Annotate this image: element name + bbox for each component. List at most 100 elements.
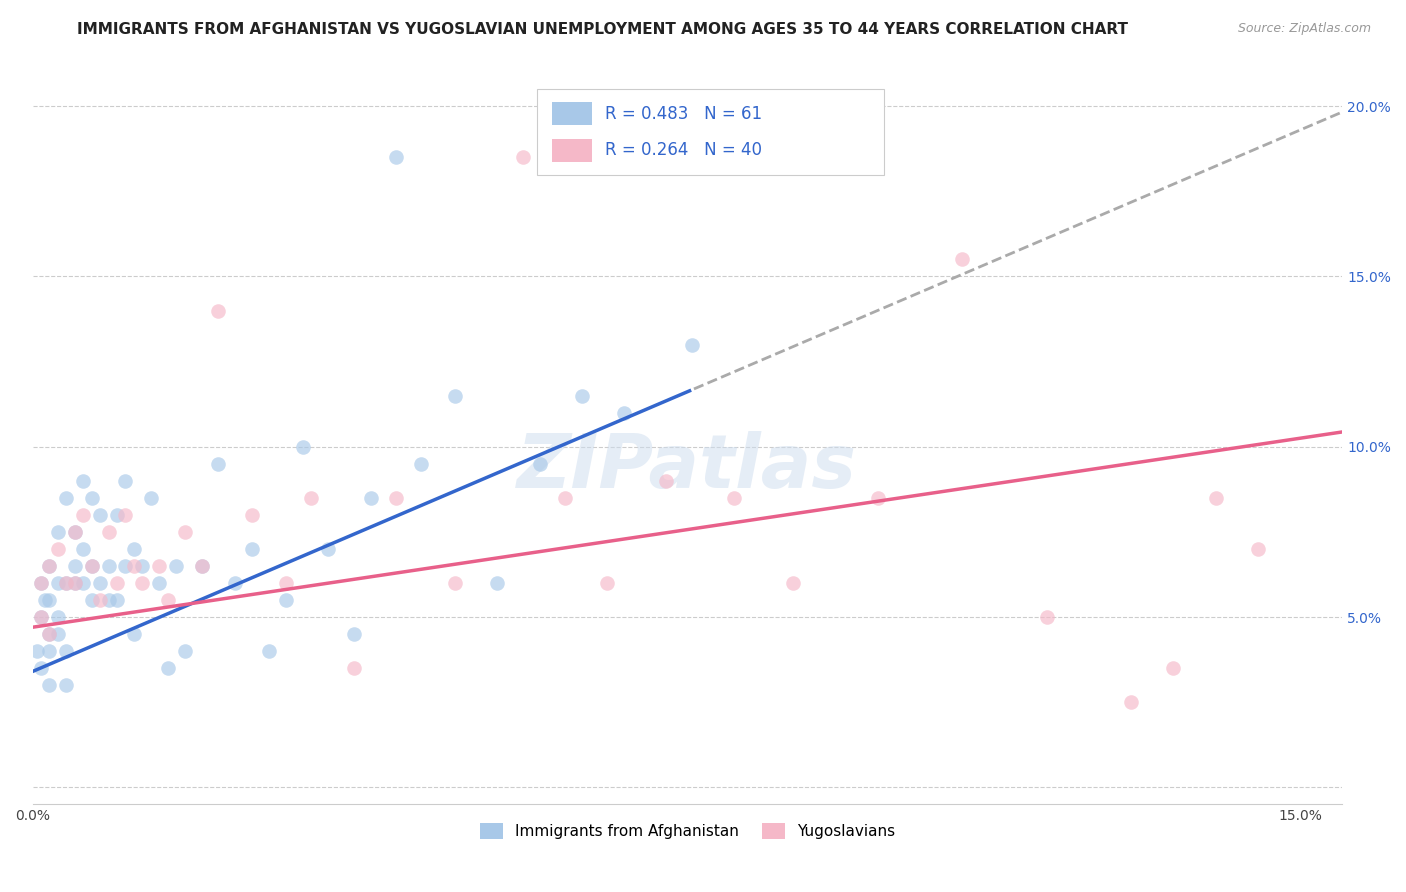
Point — [114, 558, 136, 573]
Point — [30, 661, 52, 675]
Point — [89, 576, 111, 591]
Point — [30, 576, 52, 591]
Point — [257, 644, 280, 658]
Point — [72, 508, 94, 522]
Point — [173, 644, 195, 658]
Point — [782, 576, 804, 591]
Point — [274, 576, 297, 591]
Point — [63, 524, 86, 539]
Point — [1247, 541, 1270, 556]
Point — [38, 558, 60, 573]
Point — [38, 558, 60, 573]
Point — [571, 389, 593, 403]
Point — [38, 644, 60, 658]
Point — [1205, 491, 1227, 505]
Point — [224, 576, 246, 591]
Point — [97, 524, 120, 539]
Text: R = 0.264   N = 40: R = 0.264 N = 40 — [605, 141, 762, 160]
Point — [30, 610, 52, 624]
Point — [1119, 695, 1142, 709]
Point — [139, 491, 162, 505]
Point — [38, 627, 60, 641]
Point — [72, 474, 94, 488]
Point — [46, 541, 69, 556]
Point — [190, 558, 212, 573]
Point — [444, 576, 467, 591]
Point — [38, 593, 60, 607]
Point — [55, 576, 77, 591]
Point — [63, 576, 86, 591]
Point — [240, 508, 263, 522]
Point — [55, 576, 77, 591]
Point — [950, 252, 973, 267]
Point — [114, 508, 136, 522]
Point — [274, 593, 297, 607]
Point — [55, 678, 77, 692]
Point — [55, 491, 77, 505]
Point — [63, 576, 86, 591]
Point — [80, 491, 103, 505]
Point — [63, 558, 86, 573]
Point — [72, 541, 94, 556]
Point — [655, 474, 678, 488]
Point — [34, 593, 56, 607]
Legend: Immigrants from Afghanistan, Yugoslavians: Immigrants from Afghanistan, Yugoslavian… — [474, 817, 901, 846]
Point — [131, 576, 153, 591]
Point — [97, 593, 120, 607]
Bar — [553, 139, 592, 161]
Point — [1161, 661, 1184, 675]
Point — [38, 678, 60, 692]
Text: IMMIGRANTS FROM AFGHANISTAN VS YUGOSLAVIAN UNEMPLOYMENT AMONG AGES 35 TO 44 YEAR: IMMIGRANTS FROM AFGHANISTAN VS YUGOSLAVI… — [77, 22, 1129, 37]
Point — [342, 661, 364, 675]
Point — [30, 610, 52, 624]
Bar — [553, 103, 592, 125]
Point — [46, 576, 69, 591]
Point — [80, 593, 103, 607]
Point — [105, 508, 128, 522]
Point — [360, 491, 382, 505]
Point — [316, 541, 339, 556]
FancyBboxPatch shape — [537, 89, 884, 175]
Point — [156, 661, 179, 675]
Point — [723, 491, 745, 505]
Point — [165, 558, 187, 573]
Point — [80, 558, 103, 573]
Point — [156, 593, 179, 607]
Point — [148, 558, 170, 573]
Point — [207, 303, 229, 318]
Point — [207, 457, 229, 471]
Point — [114, 474, 136, 488]
Point — [122, 558, 145, 573]
Point — [97, 558, 120, 573]
Point — [46, 627, 69, 641]
Point — [89, 593, 111, 607]
Point — [72, 576, 94, 591]
Point — [25, 644, 48, 658]
Point — [1035, 610, 1057, 624]
Point — [385, 491, 408, 505]
Point — [411, 457, 433, 471]
Point — [291, 440, 314, 454]
Point — [554, 491, 576, 505]
Point — [63, 524, 86, 539]
Text: ZIPatlas: ZIPatlas — [517, 431, 858, 504]
Point — [342, 627, 364, 641]
Point — [30, 576, 52, 591]
Point — [681, 337, 703, 351]
Point — [173, 524, 195, 539]
Point — [299, 491, 322, 505]
Text: R = 0.483   N = 61: R = 0.483 N = 61 — [605, 104, 762, 122]
Point — [866, 491, 889, 505]
Point — [105, 576, 128, 591]
Point — [122, 627, 145, 641]
Point — [148, 576, 170, 591]
Text: Source: ZipAtlas.com: Source: ZipAtlas.com — [1237, 22, 1371, 36]
Point — [46, 610, 69, 624]
Point — [512, 150, 534, 164]
Point — [529, 457, 551, 471]
Point — [55, 644, 77, 658]
Point — [240, 541, 263, 556]
Point — [613, 406, 636, 420]
Point — [46, 524, 69, 539]
Point — [38, 627, 60, 641]
